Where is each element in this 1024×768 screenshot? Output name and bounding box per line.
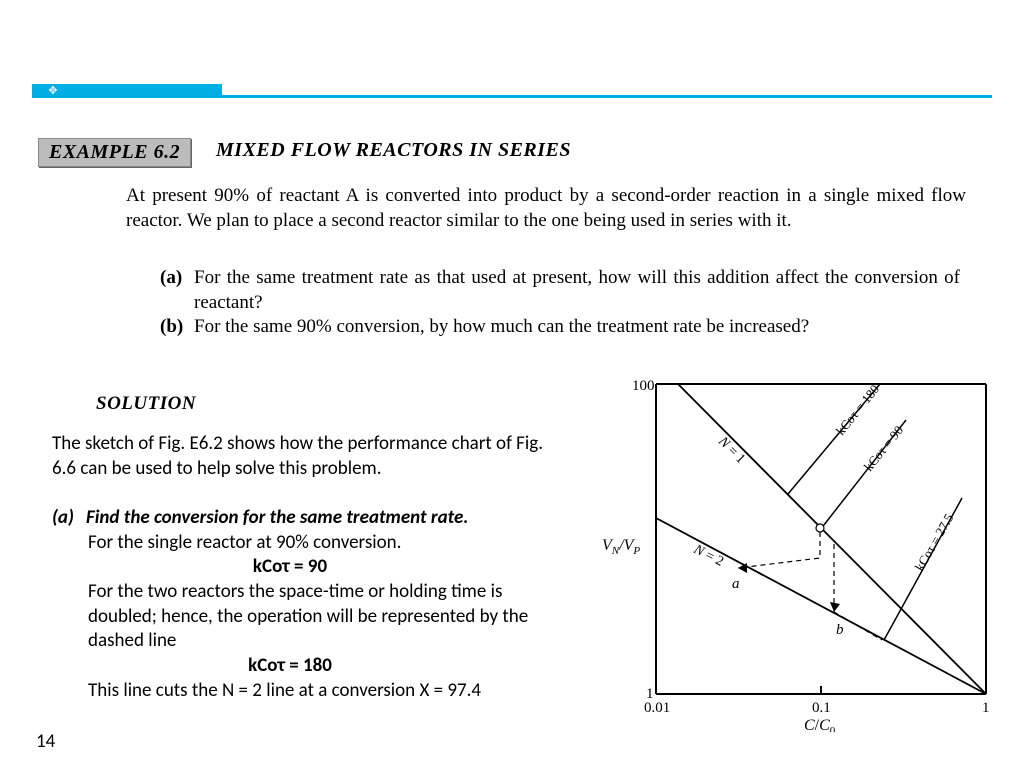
part-a-eq1: kCoτ = 90 <box>52 555 492 580</box>
ylabel-top: 100 <box>632 378 655 394</box>
xlabel-right: 1 <box>982 700 990 716</box>
part-a-label: (a) <box>52 506 86 531</box>
x-axis-label: C/C0 <box>804 717 836 732</box>
part-a-eq2: kCoτ = 180 <box>52 654 492 679</box>
part-a-heading: Find the conversion for the same treatme… <box>86 506 468 529</box>
solution-part-a: (a)Find the conversion for the same trea… <box>52 506 572 704</box>
problem-questions: (a) For the same treatment rate as that … <box>160 266 960 340</box>
xlabel-left: 0.01 <box>644 700 670 716</box>
slide-header: ✥ <box>32 84 992 102</box>
header-rule <box>222 95 992 98</box>
solution-heading: SOLUTION <box>96 393 196 415</box>
question-b-text: For the same 90% conversion, by how much… <box>194 315 960 340</box>
question-b-label: (b) <box>160 315 194 340</box>
solution-intro-paragraph: The sketch of Fig. E6.2 shows how the pe… <box>52 432 562 481</box>
header-accent-bar <box>32 84 222 98</box>
slide-page: ✥ EXAMPLE 6.2 MIXED FLOW REACTORS IN SER… <box>0 0 1024 768</box>
chart-svg: N = 1 N = 2 kCoτ = 180 kCoτ = 90 kCoτ = … <box>598 372 1008 732</box>
problem-intro-paragraph: At present 90% of reactant A is converte… <box>126 184 966 233</box>
move-icon: ✥ <box>46 84 60 98</box>
question-a: (a) For the same treatment rate as that … <box>160 266 960 315</box>
label-point-b: b <box>836 622 844 638</box>
y-axis-label: VN/VP <box>602 537 640 557</box>
point-n1-kc90 <box>816 524 824 532</box>
part-a-line1: For the single reactor at 90% conversion… <box>52 531 572 556</box>
example-title: MIXED FLOW REACTORS IN SERIES <box>216 139 571 162</box>
xlabel-mid: 0.1 <box>812 700 831 716</box>
example-number-box: EXAMPLE 6.2 <box>38 138 191 167</box>
page-number: 14 <box>36 730 55 753</box>
label-point-a: a <box>732 576 740 592</box>
part-a-line3: This line cuts the N = 2 line at a conve… <box>52 679 572 704</box>
question-b: (b) For the same 90% conversion, by how … <box>160 315 960 340</box>
part-a-line2: For the two reactors the space-time or h… <box>52 580 572 654</box>
performance-chart: N = 1 N = 2 kCoτ = 180 kCoτ = 90 kCoτ = … <box>598 372 1008 732</box>
question-a-text: For the same treatment rate as that used… <box>194 266 960 315</box>
question-a-label: (a) <box>160 266 194 315</box>
